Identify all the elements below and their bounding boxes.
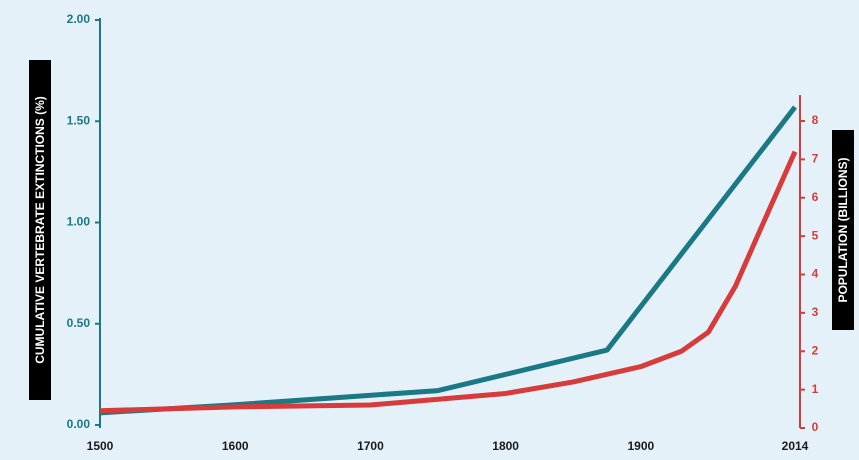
y2-tick-label: 7 <box>812 152 819 166</box>
y-tick-label: 1.00 <box>67 215 91 229</box>
x-tick-label: 1800 <box>492 439 519 453</box>
y2-tick-label: 0 <box>812 420 819 434</box>
x-tick-label: 1700 <box>357 439 384 453</box>
y2-label-box: POPULATION (BILLIONS) <box>832 130 854 330</box>
y2-tick-label: 8 <box>812 113 819 127</box>
x-tick-label: 1500 <box>87 439 114 453</box>
y2-tick-label: 2 <box>812 343 819 357</box>
x-tick-label: 2014 <box>782 439 809 453</box>
y2-tick-label: 4 <box>812 267 819 281</box>
y-tick-label: 0.00 <box>67 417 91 431</box>
y2-tick-label: 6 <box>812 190 819 204</box>
x-tick-label: 1600 <box>222 439 249 453</box>
y-tick-label: 1.50 <box>67 113 91 127</box>
y-axis-label: CUMULATIVE VERTEBRATE EXTINCTIONS (%) <box>33 96 47 364</box>
y2-tick-label: 3 <box>812 305 819 319</box>
y-tick-label: 2.00 <box>67 12 91 26</box>
y2-axis-label: POPULATION (BILLIONS) <box>836 157 850 302</box>
chart: CUMULATIVE VERTEBRATE EXTINCTIONS (%) PO… <box>0 0 859 460</box>
page: CUMULATIVE VERTEBRATE EXTINCTIONS (%) PO… <box>0 0 859 460</box>
x-tick-label: 1900 <box>628 439 655 453</box>
y-tick-label: 0.50 <box>67 316 91 330</box>
y2-tick-label: 5 <box>812 228 819 242</box>
y-label-box: CUMULATIVE VERTEBRATE EXTINCTIONS (%) <box>29 60 51 400</box>
y2-tick-label: 1 <box>812 382 819 396</box>
